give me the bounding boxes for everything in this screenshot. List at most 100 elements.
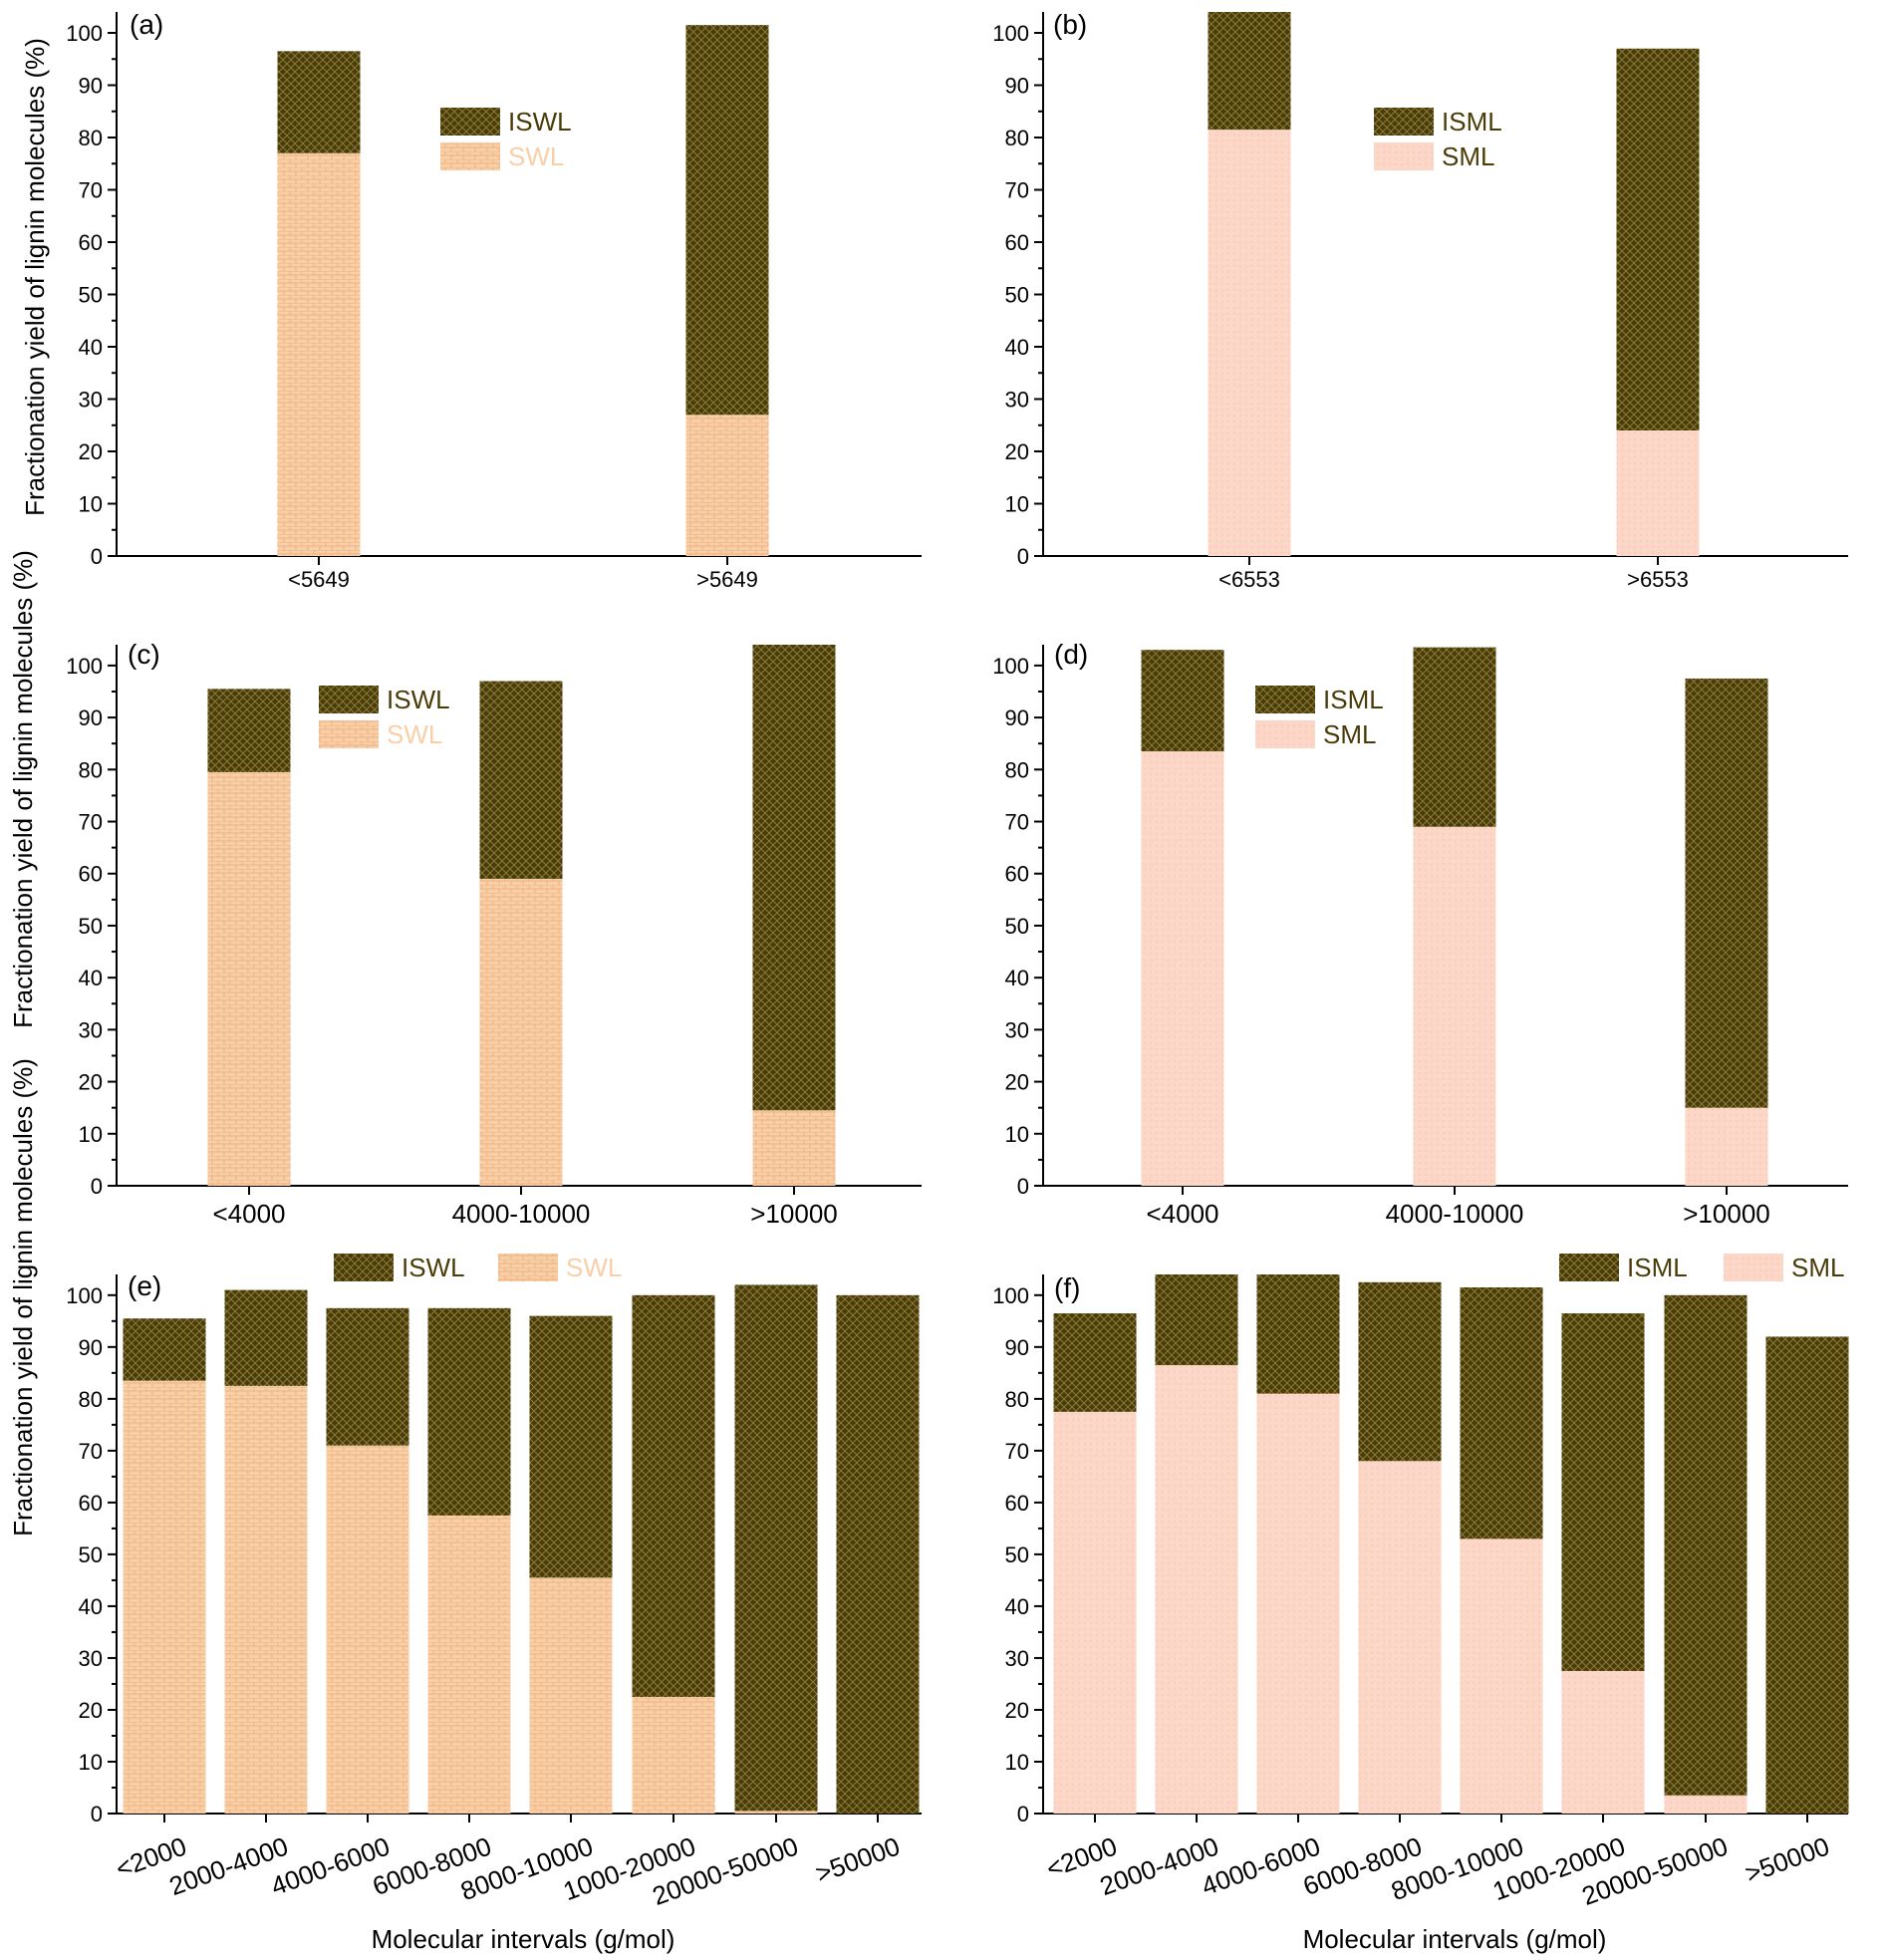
bar-swl-1 [685,415,769,556]
y-tick-label: 70 [79,810,103,835]
legend-label-iswl: ISWL [508,107,572,137]
bar-swl-1 [479,878,563,1186]
x-axis-title-right: Molecular intervals (g/mol) [1303,1924,1607,1954]
panel-label: (d) [1054,639,1088,670]
y-tick-label: 20 [1005,439,1029,464]
x-tick-label: >6553 [1627,567,1689,592]
y-tick-label: 90 [79,705,103,730]
legend-swatch-sml [1255,720,1315,748]
bar-swl-1 [224,1385,308,1814]
bar-sml-2 [1685,1107,1768,1186]
bar-iswl-0 [277,51,361,153]
y-tick-label: 60 [79,1491,103,1516]
y-tick-label: 40 [1005,966,1029,990]
y-tick-label: 90 [1005,74,1029,99]
y-tick-label: 0 [91,1174,103,1199]
bar-iswl-2 [752,645,836,1111]
y-tick-label: 30 [79,388,103,413]
chart-panel-c: 0 10 20 30 40 50 60 70 80 90 100 <4000 4000-10000 >10… [66,639,922,1229]
y-tick-label: 50 [79,914,103,939]
bar-sml-0 [1208,130,1291,556]
bar-sml-1 [1155,1365,1238,1814]
y-tick-label: 0 [91,544,103,569]
legend-swatch-swl [319,720,379,748]
panel-label: (a) [130,9,163,40]
legend: ISML SML [1374,107,1502,171]
y-tick-label: 50 [79,1542,103,1567]
y-tick-label: 10 [1005,1122,1029,1147]
bar-swl-6 [734,1811,818,1814]
y-tick-label: 100 [66,1283,103,1308]
y-tick-label: 100 [992,654,1029,679]
bar-sml-5 [1561,1670,1645,1814]
bar-iswl-1 [224,1289,308,1386]
x-tick-label: <5649 [288,567,350,592]
y-axis-title-middle: Fractionation yield of lignin molecules … [8,550,38,1028]
bar-iswl-3 [427,1307,511,1516]
chart-panel-f: 0102030405060708090100<20002000-40004000… [992,1253,1849,1911]
legend-swatch-iswl [440,108,500,136]
chart-panel-a: 0 10 20 30 40 50 60 70 80 90 100 <5649 >5649 (a) ISWL S… [66,9,922,592]
bar-isml-0 [1053,1313,1137,1412]
y-tick-label: 80 [79,757,103,782]
y-tick-label: 40 [1005,335,1029,360]
legend-label-swl: SWL [508,141,564,171]
y-tick-label: 20 [1005,1698,1029,1723]
bar-iswl-1 [685,25,769,416]
bar-isml-7 [1765,1336,1849,1814]
y-tick-label: 40 [79,335,103,360]
bar-isml-1 [1413,647,1496,827]
y-tick-label: 20 [1005,1070,1029,1095]
y-tick-label: 50 [1005,914,1029,939]
y-tick-label: 70 [79,178,103,203]
x-tick-label: <4000 [212,1199,285,1229]
legend-label-isml: ISML [1442,107,1502,137]
panel-label: (b) [1053,9,1087,40]
x-tick-label: 4000-10000 [1386,1199,1524,1229]
bar-swl-2 [326,1445,409,1814]
bar-sml-4 [1460,1539,1543,1814]
legend-label-isml: ISML [1323,685,1384,714]
legend-label-sml: SML [1442,141,1494,171]
y-tick-label: 40 [1005,1594,1029,1619]
bar-swl-0 [123,1380,206,1814]
bar-isml-2 [1685,678,1768,1108]
bar-iswl-2 [326,1307,409,1446]
bar-swl-0 [277,152,361,556]
bar-iswl-7 [836,1294,920,1814]
y-tick-label: 40 [79,966,103,990]
x-tick-label: <6553 [1218,567,1280,592]
bar-isml-4 [1460,1287,1543,1540]
bar-iswl-0 [207,689,291,772]
chart-panel-e: 0102030405060708090100<20002000-40004000… [66,1253,922,1911]
y-tick-label: 60 [79,230,103,255]
legend: ISML SML [1255,685,1384,749]
y-tick-label: 60 [1005,1491,1029,1516]
y-tick-label: 30 [1005,1646,1029,1671]
bar-iswl-0 [123,1318,206,1381]
bar-iswl-1 [479,681,563,879]
y-tick-label: 80 [1005,1387,1029,1412]
y-tick-label: 100 [66,21,103,46]
y-tick-label: 70 [79,1439,103,1464]
y-tick-label: 100 [992,1283,1029,1308]
bar-sml-1 [1616,430,1700,556]
legend-swatch-sml [1374,142,1434,170]
bar-swl-3 [427,1515,511,1814]
legend-swatch-isml [1255,686,1315,713]
y-tick-label: 10 [79,1750,103,1775]
bar-sml-6 [1664,1795,1748,1814]
bar-swl-4 [529,1577,613,1814]
bar-sml-3 [1358,1461,1442,1814]
bar-sml-0 [1053,1411,1137,1814]
legend: ISWL SWL [319,685,450,749]
x-tick-label: 4000-10000 [452,1199,591,1229]
legend-label-swl: SWL [387,719,442,749]
y-tick-label: 0 [1017,1174,1029,1199]
legend-label-sml: SML [1323,719,1376,749]
legend: ISML SML [1559,1253,1844,1282]
chart-panel-b: 0 10 20 30 40 50 60 70 80 90 100 <6553 >6553 (b) ISML S… [992,9,1848,592]
x-tick-label: <4000 [1146,1199,1218,1229]
